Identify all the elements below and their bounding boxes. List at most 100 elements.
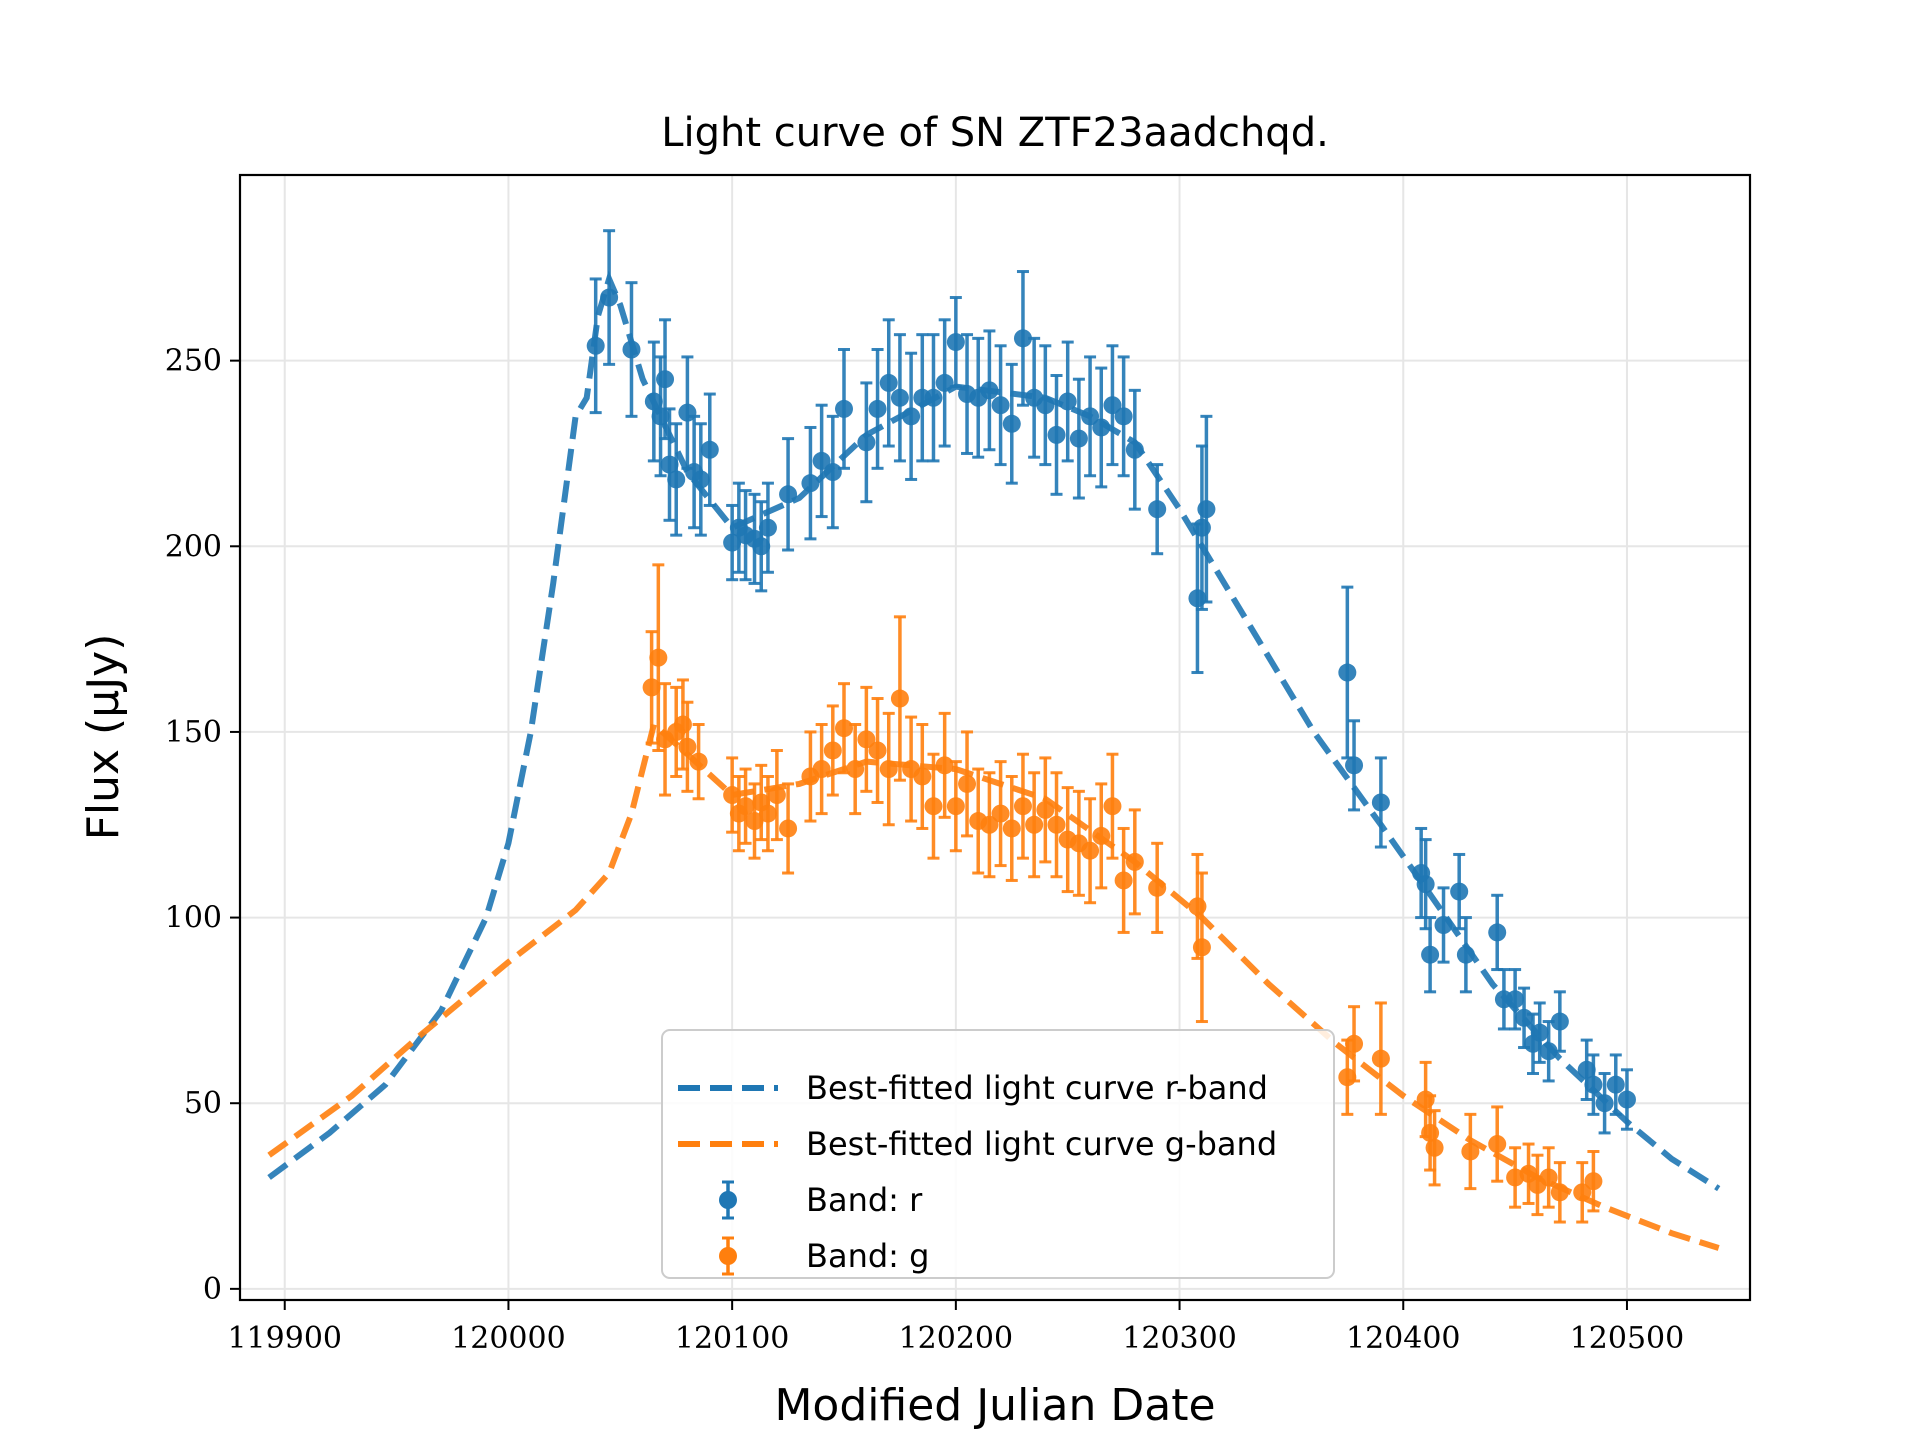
data-marker — [1595, 1094, 1614, 1113]
band_r-point — [1103, 344, 1122, 467]
data-marker — [736, 797, 755, 816]
band_r-point — [1092, 366, 1111, 489]
band_g-point — [1092, 782, 1111, 890]
band_g-point — [656, 682, 675, 797]
band_g-point — [1002, 774, 1021, 882]
band_g-point — [649, 563, 668, 752]
band_r-point — [1530, 1001, 1549, 1064]
band_r-point — [644, 340, 663, 463]
y-axis-label: Flux (μJy) — [78, 634, 129, 841]
data-marker — [678, 737, 697, 756]
band_g-points — [642, 563, 1603, 1224]
band_g-point — [1345, 1005, 1364, 1083]
legend-label: Best-fitted light curve r-band — [806, 1069, 1268, 1107]
x-axis-ticks: 119900 120000 120100 120200 120300 120400 1205… — [227, 1300, 1684, 1356]
band_g-point — [946, 760, 965, 853]
band_r-point — [1125, 388, 1144, 511]
data-marker — [1002, 819, 1021, 838]
band_g-point — [1036, 756, 1055, 864]
data-marker — [1506, 990, 1525, 1009]
data-marker — [1192, 938, 1211, 957]
band_r-point — [656, 318, 675, 441]
band_r-point — [890, 333, 909, 463]
data-marker — [1047, 815, 1066, 834]
band_r-point — [758, 481, 777, 574]
data-marker — [691, 470, 710, 489]
band_r-point — [622, 281, 641, 418]
x-tick-label: 120500 — [1570, 1321, 1685, 1356]
data-marker — [1539, 1042, 1558, 1061]
band_g-point — [1550, 1161, 1569, 1224]
legend-item: Best-fitted light curve r-band — [678, 1069, 1268, 1107]
data-marker — [1036, 396, 1055, 415]
band_r-point — [1013, 270, 1032, 407]
band_r-point — [1595, 1072, 1614, 1135]
data-marker — [924, 797, 943, 816]
band_g-point — [736, 767, 755, 845]
band_r-point — [1506, 968, 1525, 1031]
band_r-point — [752, 500, 771, 593]
data-marker — [586, 336, 605, 355]
data-marker — [879, 373, 898, 392]
legend: Best-fitted light curve r-band Best-fitte… — [661, 1029, 1335, 1279]
band_r-points — [586, 229, 1636, 1135]
data-marker — [723, 786, 742, 805]
band_g-point — [689, 723, 708, 801]
data-marker — [935, 373, 954, 392]
data-marker — [991, 804, 1010, 823]
data-marker — [656, 370, 675, 389]
band_r-point — [1550, 990, 1569, 1053]
plot-frame — [238, 173, 1752, 1302]
band_g-point — [1539, 1146, 1558, 1209]
data-marker — [812, 760, 831, 779]
band_r-point — [1606, 1053, 1625, 1116]
band_g-point — [1125, 808, 1144, 916]
data-marker — [700, 440, 719, 459]
y-tick-label: 100 — [165, 901, 222, 936]
band_g-point — [1584, 1149, 1603, 1213]
data-marker — [1584, 1075, 1603, 1094]
data-marker — [1058, 392, 1077, 411]
band_r-point — [700, 392, 719, 507]
data-marker — [868, 741, 887, 760]
data-marker — [600, 288, 619, 307]
data-marker — [890, 388, 909, 407]
band_r-point — [1002, 362, 1021, 485]
band_r-point — [1416, 838, 1435, 931]
band_r-point — [1114, 355, 1133, 478]
band_r-point — [1450, 852, 1469, 931]
band_g-point — [1461, 1112, 1480, 1191]
band_g-point — [1425, 1109, 1444, 1187]
band_g-point — [812, 723, 831, 816]
band_g-point — [924, 752, 943, 860]
data-marker — [1456, 945, 1475, 964]
band_r-point — [868, 348, 887, 470]
data-marker — [1434, 916, 1453, 934]
data-marker — [660, 455, 679, 474]
data-marker — [1047, 425, 1066, 444]
band_r-point — [823, 414, 842, 530]
data-marker — [1371, 793, 1390, 812]
y-tick-label: 50 — [184, 1086, 222, 1121]
x-tick-label: 119900 — [227, 1321, 342, 1356]
band_g-point — [1488, 1105, 1507, 1183]
y-tick-label: 0 — [203, 1272, 222, 1307]
data-marker — [1550, 1012, 1569, 1031]
data-marker — [1416, 1090, 1435, 1109]
data-marker — [1125, 440, 1144, 459]
band_r-point — [969, 336, 988, 459]
band_r-point — [902, 351, 921, 481]
data-marker — [758, 804, 777, 823]
legend-box — [661, 1029, 1335, 1279]
data-marker — [823, 463, 842, 482]
data-marker — [991, 396, 1010, 415]
data-marker — [644, 392, 663, 411]
band_g-point — [980, 771, 999, 879]
data-marker — [1539, 1168, 1558, 1187]
band_g-point — [823, 704, 842, 797]
band_g-point — [767, 748, 786, 842]
band_g-point — [1013, 752, 1032, 860]
data-marker — [1036, 800, 1055, 819]
band_r-point — [1069, 377, 1088, 500]
data-marker — [1421, 945, 1440, 964]
